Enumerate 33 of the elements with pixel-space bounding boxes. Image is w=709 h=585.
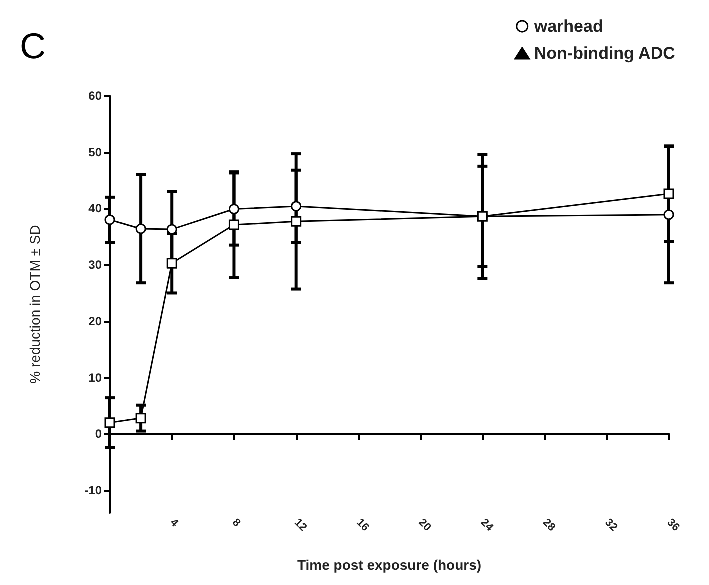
- point: [228, 220, 240, 230]
- legend-label: warhead: [533, 17, 604, 36]
- y-axis-title: % reduction in OTM ± SD: [27, 225, 43, 384]
- point: [664, 210, 674, 220]
- x-tick-label: 24: [478, 516, 496, 535]
- point: [136, 413, 146, 424]
- point: [104, 214, 116, 226]
- x-tick-label: 20: [416, 516, 434, 534]
- point: [477, 211, 488, 222]
- x-tick-label: 28: [540, 516, 558, 534]
- y-tick-label: 40: [88, 202, 102, 216]
- point: [136, 224, 146, 234]
- legend-label: Non-binding ADC: [534, 44, 676, 63]
- point: [291, 216, 302, 227]
- text: C: [20, 26, 46, 66]
- x-axis-title: Time post exposure (hours): [297, 557, 482, 573]
- y-tick-label: 50: [88, 145, 102, 160]
- x-tick-label: 4: [168, 516, 182, 530]
- y-tick-label: -10: [84, 483, 102, 498]
- x-tick-label: 8: [230, 516, 243, 530]
- point: [228, 204, 240, 215]
- point: [664, 188, 674, 200]
- y-tick-label: 20: [88, 314, 102, 328]
- x-tick-label: 12: [292, 516, 310, 534]
- x-tick-label: 32: [602, 516, 620, 534]
- x-tick-label: 36: [664, 516, 682, 534]
- y-tick-label: 30: [88, 258, 102, 272]
- point: [104, 418, 116, 428]
- point: [291, 201, 302, 212]
- y-tick-label: 10: [88, 370, 102, 385]
- x-tick-label: 16: [354, 516, 372, 534]
- y-tick-label: 0: [95, 427, 102, 442]
- y-tick-label: 60: [88, 89, 102, 103]
